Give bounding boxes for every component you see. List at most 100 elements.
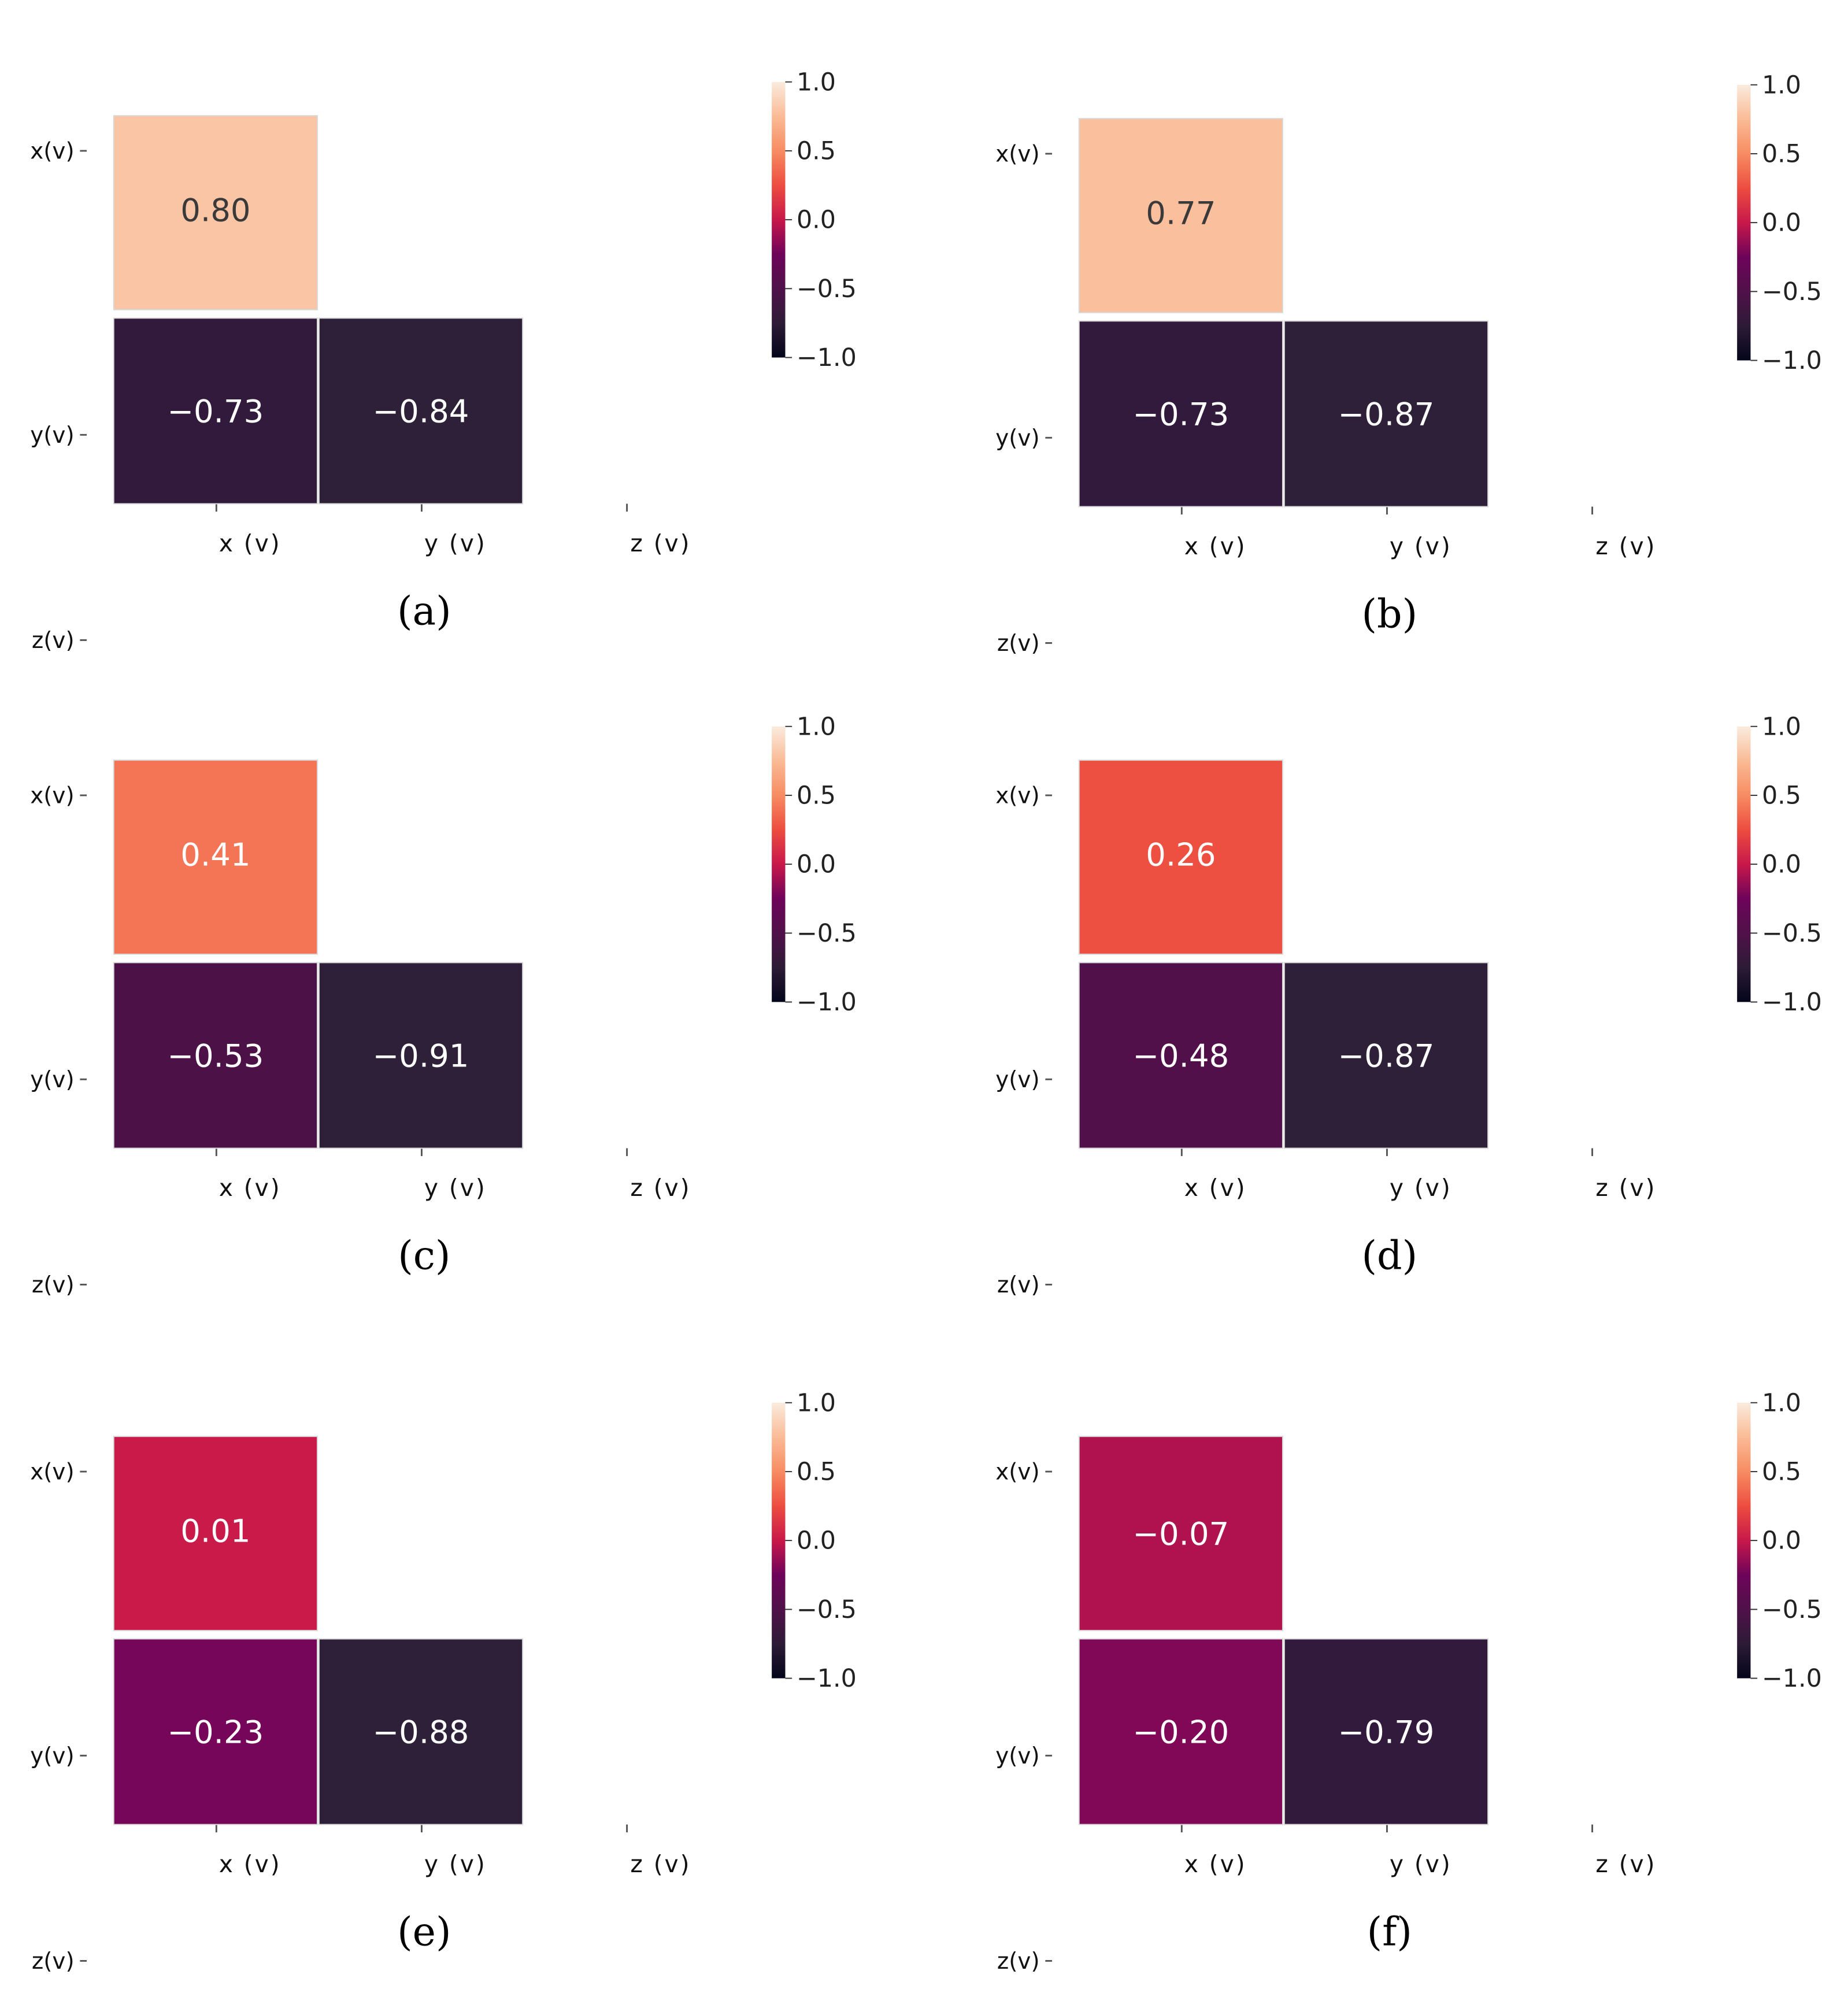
heatmap-cell — [113, 760, 318, 955]
heatmap-cell — [318, 1638, 524, 1825]
colorbar — [1737, 726, 1751, 1002]
colorbar-tick-label: 1.0 — [1762, 71, 1801, 99]
colorbar-tick-label: −0.5 — [797, 919, 857, 948]
colorbar-tick-label: 1.0 — [1762, 1388, 1801, 1417]
colorbar-tick-label: 0.5 — [797, 1458, 836, 1487]
y-tick-label: z(v) — [997, 1948, 1040, 1975]
heatmap-cell — [113, 317, 318, 505]
y-tick-label: x(v) — [30, 1459, 74, 1486]
cell-value-label: −0.73 — [1132, 395, 1229, 432]
x-tick-label: y (v) — [424, 1174, 487, 1202]
colorbar-tick-label: 0.0 — [797, 1527, 836, 1555]
colorbar-tick-label: −1.0 — [797, 988, 857, 1017]
colorbar — [772, 726, 786, 1002]
colorbar-tick-label: 0.0 — [1762, 209, 1801, 238]
y-tick-label: z(v) — [32, 1948, 75, 1975]
colorbar — [772, 82, 786, 358]
x-tick-label: x (v) — [1184, 1850, 1247, 1878]
cell-value-label: −0.53 — [167, 1037, 264, 1074]
panel-caption: (d) — [1361, 1233, 1417, 1279]
colorbar-tick-label: −0.5 — [797, 1595, 857, 1624]
y-tick-label: z(v) — [997, 1272, 1040, 1298]
heatmap-panel-f: x(v) y(v) z(v) x (v) y (v) z (v) −0.07 −0.20 −0.… — [995, 1388, 1822, 1975]
y-tick-label: y(v) — [30, 423, 74, 449]
x-tick-label: z (v) — [1595, 532, 1656, 560]
heatmap-cell — [113, 115, 318, 310]
y-tick-label: x(v) — [995, 783, 1039, 809]
x-tick-label: x (v) — [1184, 1174, 1247, 1202]
x-tick-label: x (v) — [1184, 532, 1247, 560]
colorbar-tick-label: 1.0 — [797, 1388, 836, 1417]
panel-caption: (f) — [1367, 1910, 1412, 1955]
cell-value-label: 0.41 — [180, 836, 250, 873]
y-tick-label: x(v) — [995, 142, 1039, 168]
heatmap-cell — [1078, 1638, 1283, 1825]
y-tick-label: z(v) — [32, 628, 75, 654]
colorbar-tick-label: −1.0 — [1762, 1664, 1822, 1693]
heatmap-cell — [113, 962, 318, 1149]
colorbar-tick-label: 0.0 — [797, 206, 836, 235]
heatmap-cell — [1078, 1436, 1283, 1631]
heatmap-cell — [113, 1638, 318, 1825]
cell-value-label: −0.84 — [373, 392, 469, 429]
colorbar-tick-label: 0.0 — [1762, 1527, 1801, 1555]
heatmap-cell — [318, 962, 524, 1149]
y-tick-label: z(v) — [997, 631, 1040, 657]
x-tick-label: z (v) — [630, 1174, 691, 1202]
x-tick-label: z (v) — [630, 529, 691, 557]
y-tick-label: y(v) — [30, 1743, 74, 1769]
x-tick-label: x (v) — [219, 529, 282, 557]
colorbar-tick-label: −1.0 — [797, 1664, 857, 1693]
x-tick-label: y (v) — [1390, 1850, 1452, 1878]
colorbar-tick-label: 1.0 — [797, 712, 836, 741]
cell-value-label: 0.80 — [180, 192, 250, 229]
colorbar-tick-label: 1.0 — [797, 68, 836, 97]
heatmap-cell — [1283, 1638, 1489, 1825]
colorbar-tick-label: −0.5 — [1762, 277, 1822, 306]
y-tick-label: x(v) — [995, 1459, 1039, 1486]
cell-value-label: −0.87 — [1338, 1037, 1435, 1074]
panel-caption: (b) — [1361, 592, 1417, 638]
panel-caption: (a) — [397, 589, 451, 635]
cell-value-label: −0.07 — [1132, 1515, 1229, 1552]
heatmap-cell — [1078, 320, 1283, 507]
x-tick-label: y (v) — [424, 529, 487, 557]
heatmap-cell — [318, 317, 524, 505]
x-tick-label: z (v) — [630, 1850, 691, 1878]
x-tick-label: z (v) — [1595, 1174, 1656, 1202]
heatmap-panel-b: x(v) y(v) z(v) x (v) y (v) z (v) 0.77 −0.73 −0.8… — [995, 71, 1822, 657]
x-tick-label: y (v) — [424, 1850, 487, 1878]
colorbar-tick-label: −0.5 — [1762, 1595, 1822, 1624]
colorbar — [1737, 84, 1751, 361]
heatmap-cell — [113, 1436, 318, 1631]
colorbar-tick-label: −1.0 — [797, 343, 857, 372]
heatmap-cell — [1078, 118, 1283, 313]
heatmap-panel-c: x(v) y(v) z(v) x (v) y (v) z (v) 0.41 −0.53 −0.9… — [30, 712, 857, 1298]
colorbar-tick-label: 0.5 — [797, 137, 836, 166]
cell-value-label: 0.77 — [1146, 195, 1216, 232]
colorbar-tick-label: 0.5 — [797, 781, 836, 810]
y-tick-label: x(v) — [30, 139, 74, 165]
colorbar-tick-label: −0.5 — [1762, 919, 1822, 948]
heatmap-panel-d: x(v) y(v) z(v) x (v) y (v) z (v) 0.26 −0.48 −0.8… — [995, 712, 1822, 1298]
colorbar-tick-label: 0.5 — [1762, 1458, 1801, 1487]
heatmap-panel-a: x(v) y(v) z(v) x (v) y (v) z (v) 0.80 −0.73 −0.8… — [30, 68, 857, 654]
colorbar-tick-label: −1.0 — [1762, 988, 1822, 1017]
colorbar-tick-label: −0.5 — [797, 275, 857, 303]
y-tick-label: z(v) — [32, 1272, 75, 1298]
panel-caption: (c) — [398, 1233, 450, 1279]
x-tick-label: y (v) — [1390, 1174, 1452, 1202]
heatmap-cell — [1078, 962, 1283, 1149]
heatmap-cell — [1078, 760, 1283, 955]
y-tick-label: y(v) — [30, 1067, 74, 1093]
heatmap-cell — [1283, 320, 1489, 507]
colorbar-tick-label: 0.0 — [797, 850, 836, 879]
x-tick-label: x (v) — [219, 1850, 282, 1878]
panel-caption: (e) — [397, 1910, 451, 1955]
y-tick-label: y(v) — [995, 1743, 1039, 1769]
colorbar-tick-label: 1.0 — [1762, 712, 1801, 741]
cell-value-label: −0.87 — [1338, 395, 1435, 432]
colorbar — [772, 1402, 786, 1679]
cell-value-label: −0.48 — [1132, 1037, 1229, 1074]
